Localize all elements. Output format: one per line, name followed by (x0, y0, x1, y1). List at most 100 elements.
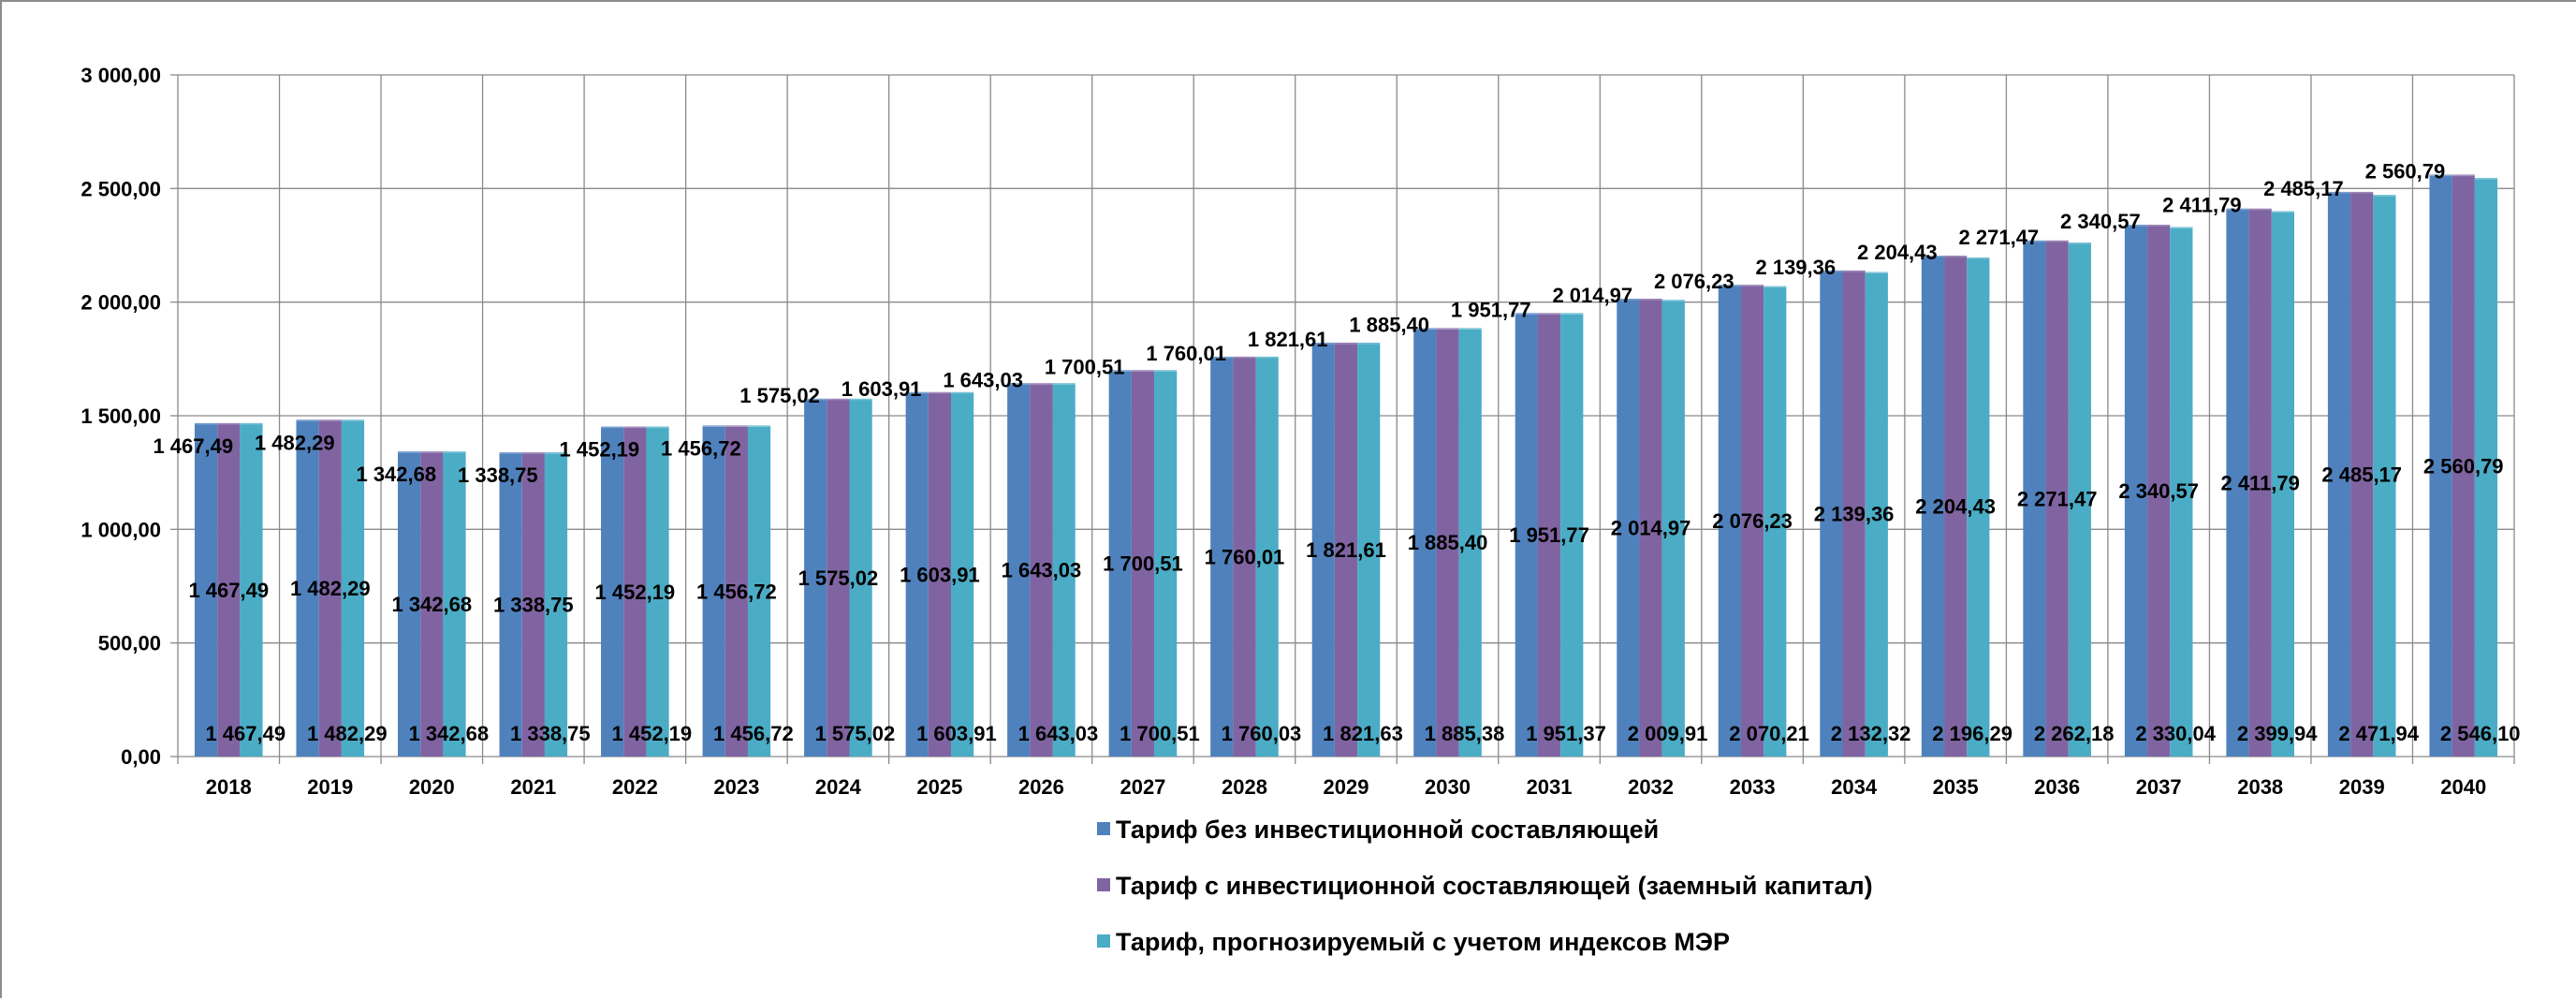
bar-series3 (1154, 370, 1178, 757)
data-label-series1: 2 139,36 (1755, 256, 1836, 279)
bar-series2 (217, 422, 241, 757)
data-label-series1: 1 643,03 (943, 368, 1023, 391)
data-label-series1: 1 700,51 (1045, 355, 1125, 378)
data-label-series3: 1 338,75 (510, 722, 591, 745)
bar-series1 (1820, 270, 1843, 757)
data-label-series2: 2 204,43 (1915, 495, 1996, 519)
bar-series2 (521, 452, 545, 757)
data-label-series1: 1 951,77 (1451, 298, 1531, 321)
bar-series3 (1967, 257, 1990, 757)
data-label-series1: 2 340,57 (2060, 210, 2141, 233)
bar-series1 (1617, 299, 1640, 757)
x-tick-label: 2036 (2034, 775, 2080, 799)
x-tick-label: 2034 (1831, 775, 1878, 799)
data-label-series1: 1 467,49 (153, 434, 233, 458)
data-label-series3: 1 643,03 (1018, 722, 1099, 745)
bar-series3 (2474, 178, 2498, 757)
data-label-series3: 1 760,03 (1222, 722, 1302, 745)
data-label-series3: 1 452,19 (612, 722, 693, 745)
y-tick-label: 3 000,00 (80, 64, 161, 87)
bar-series3 (341, 419, 365, 757)
x-tick-label: 2032 (1628, 775, 1674, 799)
bars (194, 174, 2498, 757)
bar-series1 (1921, 256, 1945, 757)
bar-series1 (601, 426, 624, 757)
bar-series1 (398, 451, 421, 757)
x-tick-label: 2031 (1527, 775, 1573, 799)
bar-series2 (1740, 285, 1764, 757)
data-label-series3: 2 399,94 (2237, 722, 2318, 745)
bar-series3 (2068, 243, 2091, 757)
data-label-series2: 1 482,29 (290, 577, 371, 600)
data-label-series3: 2 132,32 (1831, 722, 1911, 745)
y-tick-label: 1 000,00 (80, 518, 161, 541)
y-tick-label: 500,00 (98, 632, 161, 655)
bar-series3 (240, 422, 263, 757)
bar-series3 (1560, 313, 1584, 757)
bar-series1 (2124, 225, 2148, 757)
data-label-series2: 1 467,49 (188, 579, 269, 602)
x-tick-label: 2018 (206, 775, 252, 799)
data-label-series2: 1 338,75 (493, 594, 574, 617)
legend-label-series2: Тариф с инвестиционной составляющей (зае… (1116, 872, 1873, 900)
x-tick-label: 2039 (2339, 775, 2385, 799)
x-tick-label: 2038 (2237, 775, 2283, 799)
x-tick-label: 2022 (612, 775, 658, 799)
bar-series2 (1537, 313, 1561, 757)
data-label-series1: 1 575,02 (739, 384, 820, 407)
bar-series1 (1311, 342, 1335, 757)
x-tick-label: 2033 (1730, 775, 1776, 799)
bar-series2 (1030, 383, 1053, 757)
bar-series2 (1944, 256, 1968, 757)
x-tick-label: 2024 (815, 775, 862, 799)
bar-series2 (2350, 191, 2374, 757)
x-tick-label: 2030 (1425, 775, 1471, 799)
data-label-series1: 2 204,43 (1857, 241, 1938, 264)
bar-series3 (849, 398, 872, 757)
data-label-series2: 1 821,61 (1306, 538, 1386, 562)
legend: Тариф без инвестиционной составляющей Тар… (1097, 816, 1873, 956)
data-label-series3: 2 196,29 (1932, 722, 2012, 745)
bar-series2 (623, 426, 647, 757)
data-label-series3: 2 262,18 (2034, 722, 2115, 745)
axes: 0,00 500,00 1 000,00 1 500,00 2 000,00 2 500,… (80, 64, 2515, 799)
data-label-series3: 1 951,37 (1526, 722, 1606, 745)
bar-series3 (1661, 300, 1685, 757)
bar-series3 (2271, 211, 2294, 757)
bar-series3 (1865, 272, 1888, 757)
data-label-series3: 2 471,94 (2338, 722, 2419, 745)
data-label-series2: 2 271,47 (2017, 487, 2098, 510)
bar-series1 (296, 419, 319, 757)
bar-series2 (928, 391, 952, 757)
data-label-series2: 1 643,03 (1002, 559, 1082, 582)
data-label-series1: 1 482,29 (255, 431, 335, 454)
data-label-series3: 1 821,63 (1323, 722, 1403, 745)
data-label-series2: 2 014,97 (1611, 517, 1691, 540)
bar-series2 (2452, 174, 2475, 757)
bar-series1 (1413, 328, 1437, 757)
bar-series1 (194, 422, 218, 757)
data-label-series3: 1 467,49 (205, 722, 285, 745)
data-label-series3: 1 482,29 (307, 722, 388, 745)
data-label-series2: 1 452,19 (595, 581, 676, 604)
bar-series3 (2170, 227, 2193, 757)
grid (177, 74, 2515, 757)
bar-series3 (544, 452, 568, 757)
bar-series3 (1764, 286, 1787, 757)
bar-series2 (2248, 208, 2272, 757)
bar-series1 (905, 391, 929, 757)
y-tick-label: 2 500,00 (80, 177, 161, 200)
bar-series2 (827, 398, 850, 757)
bar-series1 (1108, 370, 1132, 757)
data-label-series1: 1 456,72 (661, 437, 741, 461)
x-tick-label: 2027 (1120, 775, 1165, 799)
data-label-series1: 1 821,61 (1248, 328, 1328, 351)
bar-series3 (747, 425, 771, 757)
bar-series2 (1334, 342, 1358, 757)
data-label-series3: 1 885,38 (1425, 722, 1505, 745)
bar-series2 (2045, 240, 2069, 757)
data-label-series3: 2 070,21 (1729, 722, 1809, 745)
data-label-series2: 2 340,57 (2118, 479, 2199, 503)
bar-series1 (2023, 240, 2046, 757)
